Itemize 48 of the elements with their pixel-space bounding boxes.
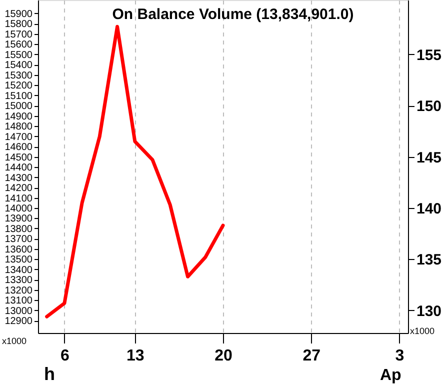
y-tick-label: 15900 (4, 8, 33, 20)
y-tick-label: 14400 (4, 162, 33, 174)
y-tick-label: 15600 (4, 40, 33, 51)
y-tick-label: 13100 (4, 296, 33, 307)
y-tick-label: 14000 (4, 203, 33, 214)
chart-title: On Balance Volume (13,834,901.0) (112, 6, 354, 23)
y-tick-label: 13800 (4, 224, 33, 235)
y-tick-label: 13600 (4, 244, 33, 256)
y2-tick-label: 135 (416, 252, 442, 269)
y-tick-label: 15800 (4, 19, 33, 30)
x-tick-label: 13 (126, 348, 144, 364)
y-tick-label: 13000 (4, 306, 33, 317)
y-tick-label: 14500 (4, 152, 33, 164)
y2-tick-label: 150 (416, 98, 442, 116)
y-tick-label: 14300 (4, 172, 33, 184)
y-tick-label: 15500 (4, 50, 33, 61)
y-tick-label: 15700 (4, 29, 33, 40)
text: h (44, 364, 55, 384)
y-tick-label: 15300 (4, 70, 33, 82)
x-tick-label: 3 (395, 348, 404, 364)
y-tick-label: 14100 (4, 193, 33, 204)
text: x1000 (410, 326, 435, 336)
y-tick-label: 14200 (4, 183, 33, 194)
x-tick-label: 6 (60, 348, 70, 364)
y-tick-label: 15200 (4, 80, 33, 92)
y-tick-label: 15400 (4, 60, 33, 72)
y-tick-label: 13200 (4, 285, 33, 296)
text: x1000 (2, 336, 27, 346)
y2-tick-label: 145 (416, 149, 442, 166)
y-tick-label: 14800 (4, 122, 33, 133)
y-tick-label: 15100 (4, 90, 33, 102)
y-tick-label: 14700 (4, 132, 33, 143)
y-tick-label: 13400 (4, 264, 33, 276)
y-tick-label: 15000 (4, 101, 33, 112)
line-series (45, 24, 225, 318)
y-tick-label: 13500 (4, 254, 33, 266)
y-tick-label: 12900 (4, 316, 33, 328)
text: Ap (380, 367, 402, 384)
y2-tick-label: 140 (416, 200, 442, 218)
y-tick-label: 13300 (4, 275, 33, 286)
y-tick-label: 14600 (4, 142, 33, 154)
x-tick-label: 20 (214, 348, 232, 364)
y-tick-label: 14900 (4, 111, 33, 122)
x-tick-label: 27 (302, 348, 321, 364)
y2-tick-label: 155 (416, 46, 442, 64)
y-tick-label: 13700 (4, 234, 33, 246)
y-tick-label: 13900 (4, 214, 33, 225)
y2-tick-label: 130 (416, 302, 442, 320)
